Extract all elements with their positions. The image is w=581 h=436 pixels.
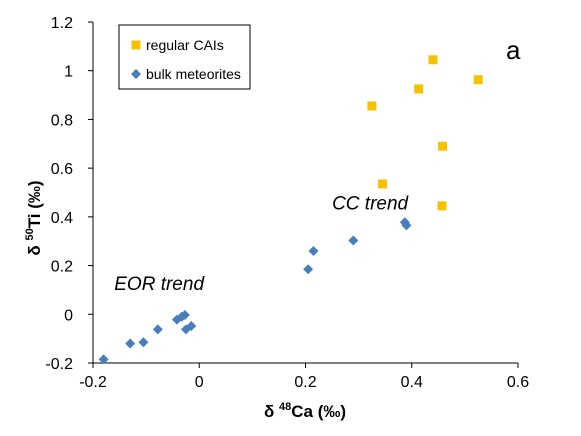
meteorite-point — [401, 220, 412, 231]
meteorite-point — [303, 264, 314, 275]
meteorite-point — [186, 320, 197, 331]
meteorite-point — [348, 235, 359, 246]
legend-box — [118, 24, 251, 90]
axes — [88, 21, 519, 368]
x-tick-label: 0.4 — [401, 374, 423, 391]
y-tick-label: 0 — [64, 307, 73, 324]
legend-label: bulk meteorites — [146, 66, 241, 82]
legend: regular CAIs bulk meteorites — [118, 24, 251, 90]
y-tick-label: 1 — [64, 64, 73, 81]
cai-point — [414, 84, 424, 94]
legend-meteorite-marker — [131, 69, 141, 79]
meteorite-point — [98, 354, 109, 365]
cai-point — [438, 141, 448, 151]
y-tick-label: 0.4 — [51, 210, 73, 227]
cai-point — [428, 55, 438, 65]
y-tick-label: 0.6 — [51, 161, 73, 178]
data-points — [98, 55, 483, 365]
tick-labels: -0.2 0 0.2 0.4 0.6 -0.2 0 0.2 0.4 0.6 0.8 1 1.2 — [45, 15, 529, 391]
cai-point — [437, 201, 447, 211]
x-tick-label: -0.2 — [79, 374, 107, 391]
panel-label: a — [506, 35, 521, 65]
x-tick-label: 0.6 — [507, 374, 529, 391]
legend-label: regular CAIs — [146, 37, 224, 53]
x-tick-label: 0.2 — [294, 374, 316, 391]
meteorite-point — [179, 310, 190, 321]
meteorite-point — [308, 245, 319, 256]
trend-annotation: EOR trend — [114, 274, 205, 295]
trend-annotation: CC trend — [332, 194, 409, 215]
cai-point — [367, 101, 377, 111]
cai-point — [378, 179, 388, 189]
annotations: CC trend EOR trend — [114, 194, 409, 295]
y-tick-label: 1.2 — [51, 15, 73, 32]
meteorite-point — [138, 337, 149, 348]
y-tick-label: 0.2 — [51, 259, 73, 276]
y-tick-label: 0.8 — [51, 112, 73, 129]
meteorite-point — [125, 338, 136, 349]
legend-cai-marker — [131, 40, 141, 50]
meteorite-point — [152, 324, 163, 335]
x-tick-label: 0 — [195, 374, 204, 391]
y-axis-title: δ 50Ti (‰) — [24, 180, 44, 255]
cai-point — [473, 75, 483, 85]
y-tick-label: -0.2 — [45, 356, 73, 373]
x-axis-title: δ 48Ca (‰) — [264, 401, 346, 421]
